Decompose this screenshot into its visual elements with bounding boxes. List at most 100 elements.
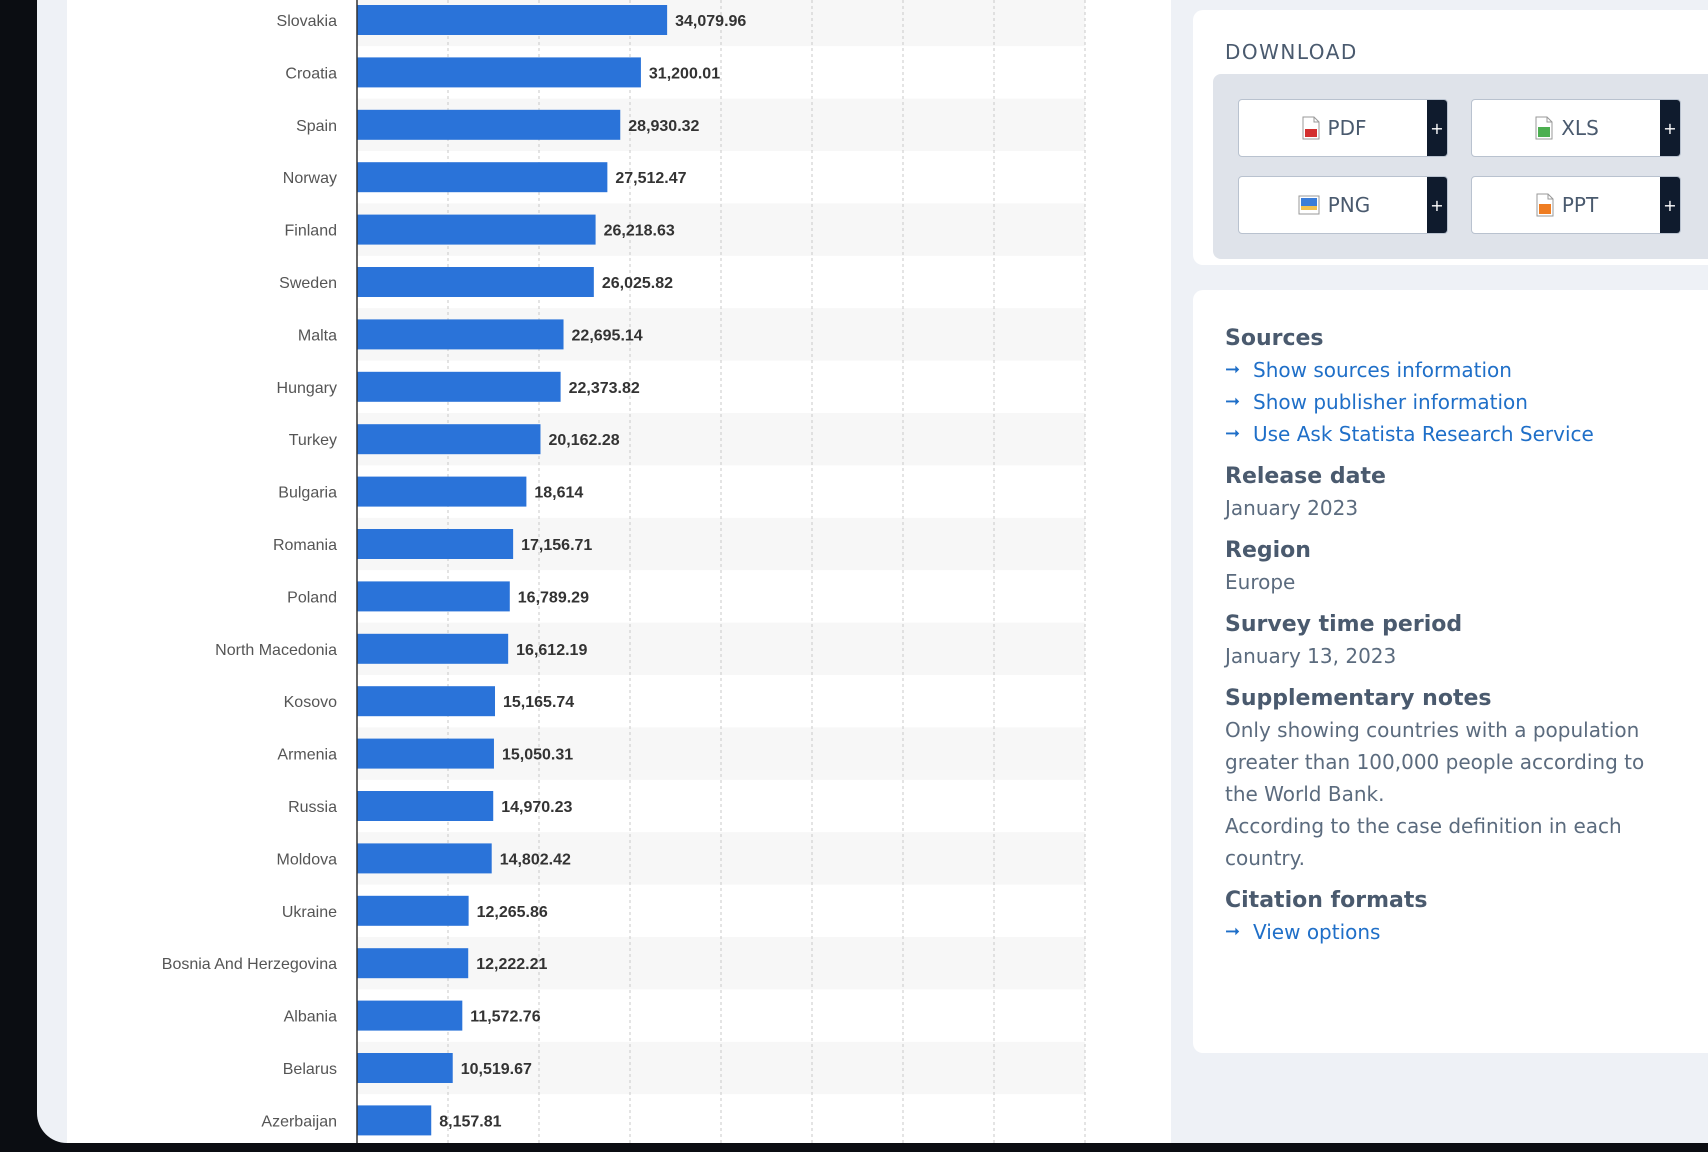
- value-label: 28,930.32: [628, 118, 699, 135]
- png-label: PNG: [1327, 193, 1371, 217]
- category-label: Bosnia And Herzegovina: [162, 956, 337, 973]
- survey-heading: Survey time period: [1225, 612, 1463, 637]
- survey-section: Survey time period January 13, 2023: [1225, 610, 1675, 672]
- png-file-icon: [1298, 195, 1320, 215]
- bar[interactable]: [357, 1105, 432, 1136]
- value-label: 12,265.86: [477, 904, 548, 921]
- bar[interactable]: [357, 581, 510, 612]
- ppt-file-icon: [1536, 193, 1554, 217]
- xls-download-button[interactable]: XLS +: [1471, 99, 1681, 157]
- link-label: Show publisher information: [1253, 390, 1528, 414]
- release-value: January 2023: [1225, 496, 1359, 520]
- value-label: 22,695.14: [572, 327, 643, 344]
- link-label: Use Ask Statista Research Service: [1253, 422, 1594, 446]
- bar[interactable]: [357, 57, 641, 88]
- value-label: 8,157.81: [439, 1113, 501, 1130]
- show-publisher-link[interactable]: ➞ Show publisher information: [1225, 386, 1675, 418]
- bar[interactable]: [357, 109, 621, 140]
- download-box: PDF + XLS +: [1213, 74, 1708, 259]
- view-options-link[interactable]: ➞ View options: [1225, 916, 1675, 948]
- bar[interactable]: [357, 162, 608, 193]
- notes-heading: Supplementary notes: [1225, 686, 1492, 711]
- category-label: Spain: [296, 118, 337, 135]
- bar[interactable]: [357, 424, 541, 455]
- xls-label: XLS: [1561, 116, 1599, 140]
- bar[interactable]: [357, 319, 564, 350]
- pdf-download-button[interactable]: PDF +: [1238, 99, 1448, 157]
- value-label: 17,156.71: [521, 537, 592, 554]
- region-heading: Region: [1225, 538, 1311, 563]
- bar[interactable]: [357, 371, 561, 402]
- value-label: 20,162.28: [548, 432, 619, 449]
- link-label: Show sources information: [1253, 358, 1512, 382]
- category-label: Poland: [287, 589, 337, 606]
- value-label: 12,222.21: [476, 956, 547, 973]
- pdf-file-icon: [1302, 116, 1320, 140]
- arrow-right-icon: ➞: [1225, 423, 1241, 444]
- category-label: Kosovo: [284, 694, 337, 711]
- value-label: 16,789.29: [518, 589, 589, 606]
- xls-file-icon: [1535, 116, 1553, 140]
- value-label: 26,025.82: [602, 275, 673, 292]
- category-label: Sweden: [279, 275, 337, 292]
- bar[interactable]: [357, 948, 469, 979]
- category-label: North Macedonia: [215, 642, 337, 659]
- bar[interactable]: [357, 476, 527, 507]
- download-title: DOWNLOAD: [1225, 40, 1358, 64]
- bar[interactable]: [357, 686, 496, 717]
- ppt-plus-button[interactable]: +: [1660, 177, 1680, 233]
- bar[interactable]: [357, 843, 492, 874]
- info-card: Sources ➞ Show sources information ➞ Sho…: [1193, 290, 1708, 1053]
- value-label: 31,200.01: [649, 65, 720, 82]
- png-download-button[interactable]: PNG +: [1238, 176, 1448, 234]
- bar[interactable]: [357, 633, 509, 664]
- category-label: Finland: [285, 223, 337, 240]
- category-label: Slovakia: [277, 13, 338, 30]
- pdf-label: PDF: [1327, 116, 1367, 140]
- citation-heading: Citation formats: [1225, 888, 1428, 913]
- bar[interactable]: [357, 1053, 453, 1083]
- bar[interactable]: [357, 267, 594, 297]
- value-label: 26,218.63: [604, 223, 675, 240]
- xls-plus-button[interactable]: +: [1660, 100, 1680, 156]
- value-label: 15,165.74: [503, 694, 574, 711]
- bar[interactable]: [357, 5, 668, 35]
- value-label: 11,572.76: [470, 1009, 540, 1026]
- page: Slovakia 34,079.96 Croatia 31,200.01 Spain 28…: [37, 0, 1708, 1143]
- arrow-right-icon: ➞: [1225, 921, 1241, 942]
- category-label: Belarus: [283, 1061, 337, 1078]
- notes-section: Supplementary notes Only showing countri…: [1225, 684, 1675, 874]
- bar[interactable]: [357, 214, 596, 245]
- value-label: 14,970.23: [501, 799, 572, 816]
- citation-section: Citation formats ➞ View options: [1225, 886, 1675, 948]
- bar[interactable]: [357, 895, 469, 926]
- category-label: Bulgaria: [278, 485, 337, 502]
- category-label: Malta: [298, 327, 337, 344]
- value-label: 34,079.96: [675, 13, 746, 30]
- category-label: Russia: [288, 799, 337, 816]
- png-plus-button[interactable]: +: [1427, 177, 1447, 233]
- ppt-download-button[interactable]: PPT +: [1471, 176, 1681, 234]
- category-label: Hungary: [277, 380, 337, 397]
- arrow-right-icon: ➞: [1225, 359, 1241, 380]
- pdf-plus-button[interactable]: +: [1427, 100, 1447, 156]
- bar[interactable]: [357, 1000, 463, 1031]
- value-label: 15,050.31: [502, 747, 573, 764]
- value-label: 22,373.82: [569, 380, 640, 397]
- bar[interactable]: [357, 738, 494, 769]
- download-card: DOWNLOAD PDF +: [1193, 10, 1708, 265]
- value-label: 27,512.47: [615, 170, 686, 187]
- value-label: 16,612.19: [516, 642, 587, 659]
- bar[interactable]: [357, 529, 514, 559]
- region-section: Region Europe: [1225, 536, 1675, 598]
- category-label: Croatia: [285, 65, 337, 82]
- category-label: Turkey: [289, 432, 337, 449]
- ask-statista-link[interactable]: ➞ Use Ask Statista Research Service: [1225, 418, 1675, 450]
- notes-text-1: Only showing countries with a population…: [1225, 718, 1645, 806]
- show-sources-link[interactable]: ➞ Show sources information: [1225, 354, 1675, 386]
- category-label: Albania: [284, 1009, 337, 1026]
- ppt-label: PPT: [1561, 193, 1599, 217]
- category-label: Azerbaijan: [261, 1113, 337, 1130]
- release-heading: Release date: [1225, 464, 1386, 489]
- bar[interactable]: [357, 791, 494, 821]
